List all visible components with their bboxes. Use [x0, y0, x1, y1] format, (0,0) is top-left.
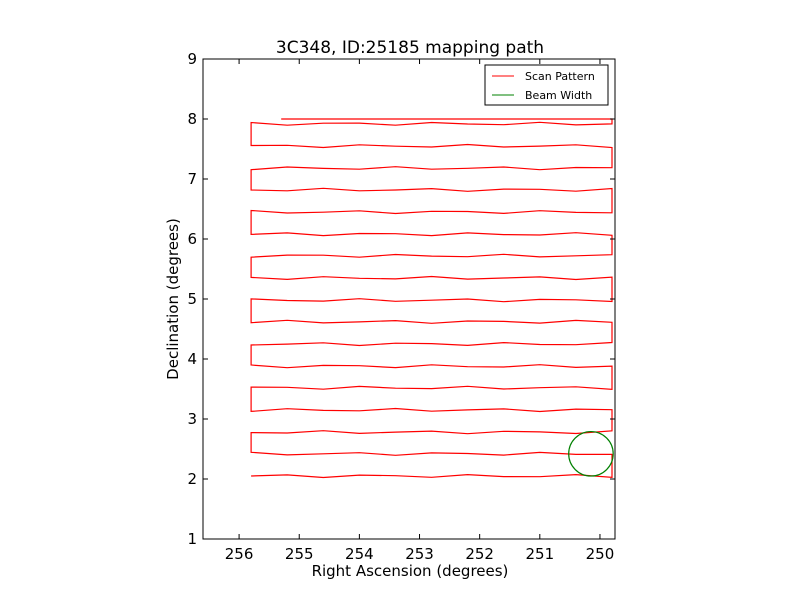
y-tick-label: 5 — [187, 290, 197, 308]
y-tick-label: 3 — [187, 410, 197, 428]
plot-area — [250, 118, 614, 479]
x-tick-label: 250 — [586, 545, 615, 563]
x-tick-label: 253 — [405, 545, 434, 563]
x-axis-label: Right Ascension (degrees) — [312, 562, 509, 580]
legend-entry-scan: Scan Pattern — [525, 70, 595, 83]
y-axis: 1 2 3 4 5 6 7 8 9 — [187, 50, 615, 548]
legend: Scan Pattern Beam Width — [484, 64, 609, 106]
y-tick-label: 1 — [187, 530, 197, 548]
y-tick-label: 2 — [187, 470, 197, 488]
scan-pattern-line — [250, 118, 613, 479]
chart-title: 3C348, ID:25185 mapping path — [276, 38, 544, 58]
y-tick-label: 4 — [187, 350, 197, 368]
legend-box — [484, 64, 609, 106]
y-tick-label: 7 — [187, 170, 197, 188]
y-axis-label: Declination (degrees) — [164, 218, 182, 380]
y-tick-label: 9 — [187, 50, 197, 68]
x-tick-label: 252 — [465, 545, 494, 563]
x-tick-label: 254 — [345, 545, 374, 563]
y-tick-label: 8 — [187, 110, 197, 128]
x-tick-label: 256 — [225, 545, 254, 563]
y-tick-label: 6 — [187, 230, 197, 248]
x-axis: 256 255 254 253 252 251 250 — [225, 59, 615, 563]
x-tick-label: 255 — [285, 545, 314, 563]
beam-width-circle — [568, 430, 614, 477]
legend-entry-beam: Beam Width — [525, 89, 592, 102]
x-tick-label: 251 — [525, 545, 554, 563]
